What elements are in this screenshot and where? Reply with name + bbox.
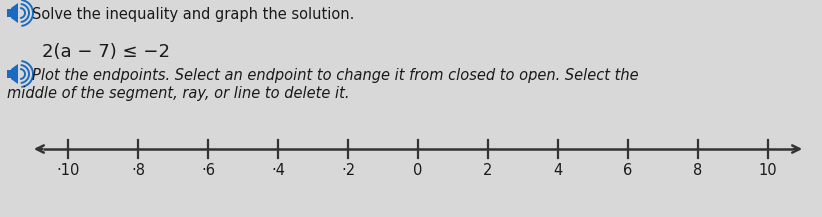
Text: Solve the inequality and graph the solution.: Solve the inequality and graph the solut… [32,7,354,22]
Text: ·2: ·2 [341,163,355,178]
Text: 0: 0 [413,163,423,178]
Polygon shape [11,64,18,84]
Text: ·4: ·4 [271,163,285,178]
Polygon shape [11,3,18,23]
Text: 6: 6 [623,163,633,178]
Text: 10: 10 [759,163,778,178]
FancyBboxPatch shape [7,70,11,78]
Text: middle of the segment, ray, or line to delete it.: middle of the segment, ray, or line to d… [7,86,349,101]
Text: ·8: ·8 [131,163,145,178]
FancyBboxPatch shape [7,9,11,17]
Text: ·10: ·10 [57,163,80,178]
Text: Plot the endpoints. Select an endpoint to change it from closed to open. Select : Plot the endpoints. Select an endpoint t… [32,68,639,83]
Text: 2: 2 [483,163,492,178]
Text: 2(a − 7) ≤ −2: 2(a − 7) ≤ −2 [42,43,170,61]
Text: ·6: ·6 [201,163,215,178]
Text: 4: 4 [553,163,562,178]
Text: 8: 8 [694,163,703,178]
